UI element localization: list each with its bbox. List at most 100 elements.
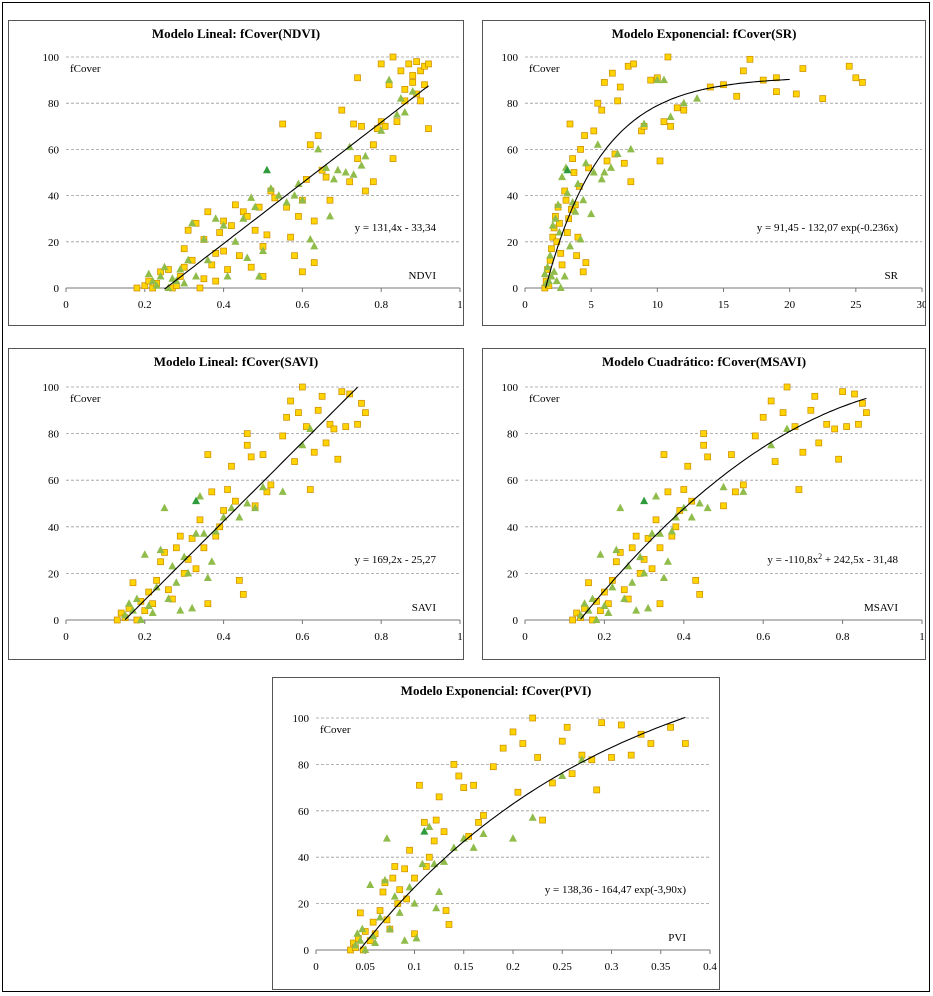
data-point-triangle: [509, 834, 517, 842]
data-point-triangle: [449, 843, 458, 851]
data-point-square: [597, 607, 604, 615]
data-point-square: [188, 535, 196, 542]
data-point-triangle: [168, 274, 177, 282]
data-point-square: [299, 268, 306, 276]
data-point-square: [306, 486, 314, 493]
data-point-square: [369, 141, 377, 149]
data-point-square: [590, 127, 598, 135]
data-point-triangle: [306, 424, 315, 432]
data-point-square: [566, 120, 574, 128]
data-point-square: [299, 383, 306, 391]
data-point-square: [534, 754, 541, 761]
data-point-square: [470, 781, 477, 789]
data-point-square: [326, 196, 334, 204]
data-point-triangle: [227, 503, 236, 512]
data-point-square: [460, 784, 468, 791]
data-point-triangle: [555, 228, 564, 236]
x-tick-label: 25: [850, 299, 862, 311]
data-point-square: [208, 261, 216, 269]
data-point-square: [129, 579, 137, 587]
data-point-triangle: [558, 172, 567, 181]
x-tick-label: 0.2: [138, 299, 152, 311]
data-point-square: [267, 481, 275, 489]
data-point-square: [852, 74, 860, 82]
fit-equation: y = 91,45 - 132,07 exp(-0.236x): [757, 222, 899, 234]
data-point-square: [548, 245, 555, 253]
data-point-triangle: [588, 594, 597, 603]
x-tick-label: 0: [63, 631, 69, 643]
chart-title: Modelo Cuadrático: fCover(MSAVI): [602, 354, 806, 369]
data-point-triangle: [219, 221, 228, 229]
data-point-square: [338, 388, 346, 396]
data-point-square: [815, 439, 823, 447]
x-axis-label: NDVI: [409, 270, 437, 282]
x-tick-label: 0.2: [598, 631, 612, 643]
data-point-triangle: [528, 813, 537, 821]
data-point-square: [409, 79, 417, 86]
data-point-square: [746, 55, 754, 63]
data-point-square: [811, 392, 819, 400]
data-point-square: [200, 544, 208, 552]
data-point-triangle: [353, 929, 362, 937]
data-point-triangle: [195, 492, 204, 500]
data-point-square: [562, 196, 570, 204]
data-point-square: [342, 423, 350, 430]
data-point-triangle: [377, 126, 386, 134]
data-point-square: [224, 486, 231, 493]
data-point-square: [389, 53, 397, 61]
data-point-square: [563, 723, 571, 731]
data-point-square: [475, 819, 482, 826]
x-tick-label: 0.4: [217, 631, 231, 643]
data-point-square: [403, 895, 410, 903]
data-point-triangle: [636, 552, 645, 561]
data-point-square: [310, 217, 318, 225]
data-point-square: [603, 157, 611, 165]
data-point-triangle: [262, 165, 271, 174]
data-point-square: [356, 909, 364, 917]
data-point-square: [232, 497, 239, 505]
data-point-triangle: [695, 499, 704, 507]
data-point-triangle: [356, 936, 365, 944]
data-point-square: [381, 122, 389, 130]
x-tick-label: 0.05: [356, 961, 376, 973]
data-point-square: [379, 888, 387, 896]
data-point-square: [157, 558, 164, 566]
y-tick-label: 0: [54, 615, 60, 627]
data-point-triangle: [382, 834, 391, 842]
data-point-triangle: [679, 98, 688, 107]
data-point-triangle: [341, 168, 350, 176]
data-point-triangle: [168, 561, 177, 570]
data-point-square: [442, 907, 450, 914]
data-point-square: [425, 125, 432, 132]
data-point-triangle: [298, 195, 307, 204]
data-point-square: [843, 423, 850, 430]
data-point-square: [509, 728, 517, 736]
data-point-square: [620, 159, 628, 167]
data-point-triangle: [203, 573, 212, 582]
data-point-square: [680, 106, 688, 114]
chart-sr-svg: Modelo Exponencial: fCover(SR) 0 20 40 60 80 1…: [482, 20, 926, 326]
x-tick-label: 0.15: [454, 961, 474, 973]
data-point-square: [224, 266, 231, 273]
data-point-triangle: [556, 283, 565, 291]
data-point-square: [740, 67, 747, 75]
data-point-square: [417, 67, 424, 75]
data-point-triangle: [294, 179, 303, 188]
data-point-square: [667, 723, 674, 731]
chart-title: Modelo Exponencial: fCover(SR): [612, 26, 797, 41]
data-point-triangle: [160, 262, 169, 271]
y-tick-label: 20: [298, 899, 310, 911]
data-point-square: [480, 812, 487, 819]
data-point-triangle: [626, 144, 635, 153]
x-axis-label: PVI: [668, 932, 686, 944]
fit-curve: [124, 386, 358, 621]
x-tick-label: 0.2: [138, 631, 152, 643]
data-point-square: [601, 79, 608, 86]
data-point-triangle: [231, 237, 240, 245]
data-point-square: [823, 420, 831, 428]
data-point-triangle: [251, 202, 260, 211]
y-tick-label: 60: [507, 144, 519, 156]
data-point-square: [306, 141, 314, 149]
data-point-triangle: [152, 582, 161, 591]
chart-ndvi-svg: Modelo Lineal: fCover(NDVI) 0 20 40 60 80 100 0…: [8, 20, 464, 326]
